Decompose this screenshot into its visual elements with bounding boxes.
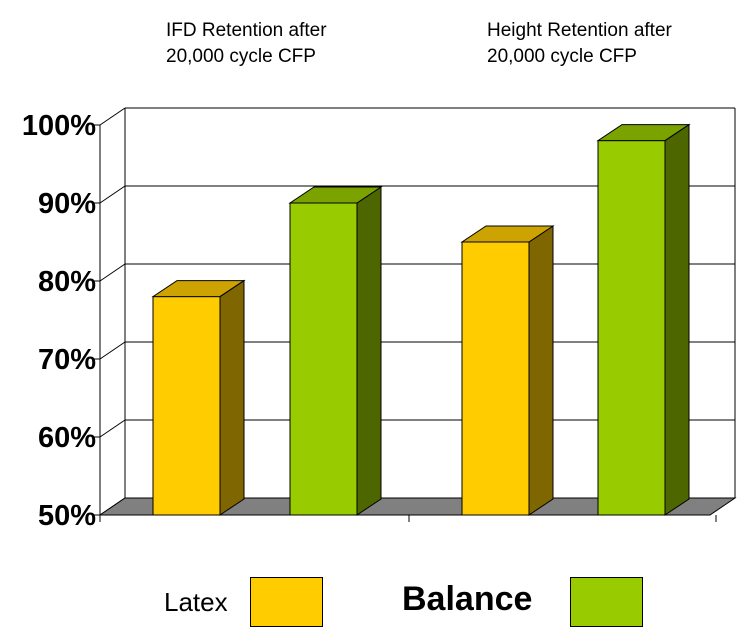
y-tick-label: 60% (38, 422, 96, 454)
gridline-side (99, 185, 126, 204)
bar (151, 279, 246, 516)
y-tick-label: 100% (22, 110, 96, 142)
axes (94, 124, 717, 522)
category-label-line: 20,000 cycle CFP (166, 46, 316, 67)
bar-side (219, 279, 245, 516)
category-label-line: 20,000 cycle CFP (487, 46, 637, 67)
bar-front (152, 296, 221, 516)
gridline-side (99, 263, 126, 282)
bar-top (460, 225, 555, 243)
bar-side (664, 123, 690, 516)
bar (460, 225, 555, 516)
bars (151, 123, 691, 516)
bar-side (528, 225, 554, 516)
legend-label-latex: Latex (164, 587, 228, 617)
bar-side (356, 186, 382, 516)
gridline-side (99, 341, 126, 360)
gridline-side (99, 107, 126, 126)
bar-front (289, 202, 358, 516)
y-tick-labels: 50% 60% 70% 80% 90% 100% (22, 110, 96, 532)
category-label-line: Height Retention after (487, 20, 672, 41)
bar-top (288, 186, 383, 204)
category-label-line: IFD Retention after (166, 20, 327, 41)
bar-top (596, 124, 691, 142)
category-label-ifd: IFD Retention after 20,000 cycle CFP (166, 18, 366, 70)
bar (288, 186, 383, 516)
gridline-side (99, 419, 126, 438)
bar-front (461, 241, 530, 516)
legend-swatch-balance (570, 577, 643, 627)
y-tick-label: 80% (38, 266, 96, 298)
y-tick-label: 70% (38, 344, 96, 376)
legend-swatch-latex (250, 577, 323, 627)
category-label-height: Height Retention after 20,000 cycle CFP (487, 18, 687, 70)
y-tick-label: 50% (38, 500, 96, 532)
bar-front (597, 140, 666, 516)
y-tick-label: 90% (38, 188, 96, 220)
bar (596, 123, 691, 516)
bar-top (151, 280, 246, 298)
legend-label-balance: Balance (402, 580, 533, 618)
